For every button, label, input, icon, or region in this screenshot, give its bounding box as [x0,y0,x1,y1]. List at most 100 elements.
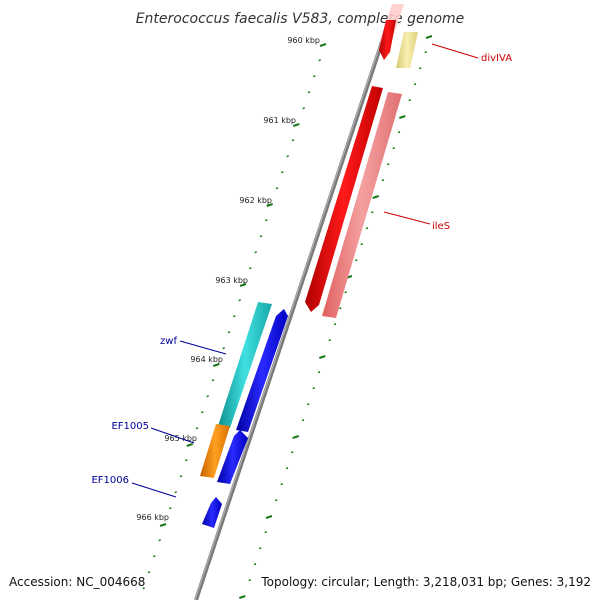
leader-divIVA [431,43,479,59]
topology-text: Topology: circular; Length: 3,218,031 bp… [260,575,591,589]
minor-tick [286,155,289,158]
gene-arrow-ileS[interactable] [305,86,383,312]
minor-tick [397,131,401,134]
minor-tick [301,419,305,422]
tick-label-962: 962 kbp [239,196,272,205]
genome-backbone [194,29,388,600]
minor-tick [275,499,278,502]
tick-labels: 960 kbp 961 kbp 962 kbp 963 kbp 964 kbp … [136,36,320,522]
minor-tick [147,571,151,574]
major-tick [398,115,406,119]
leader-EF1005 [150,427,195,444]
major-tick [212,363,220,367]
gene-arrow-EF1005[interactable] [217,430,248,484]
minor-tick [419,67,422,70]
minor-tick [259,547,262,550]
leader-ileS [383,211,431,225]
minor-tick [408,99,411,102]
minor-tick [185,459,188,462]
minor-tick [174,491,177,494]
gene-label-zwf[interactable]: zwf [160,336,177,347]
minor-tick [291,451,294,454]
minor-tick [302,107,305,110]
minor-tick [169,507,172,510]
minor-tick [264,531,267,534]
major-tick [239,283,247,287]
minor-tick [387,163,390,166]
minor-tick [285,467,289,470]
minor-tick [339,307,342,310]
minor-tick [206,395,209,398]
gene-block-yellow[interactable] [396,32,418,68]
accession-text: Accession: NC_004668 [9,575,145,589]
tick-label-964: 964 kbp [190,355,223,364]
minor-tick [371,211,374,214]
minor-tick [211,379,215,382]
minor-tick [253,563,257,566]
gene-arrow-zwf[interactable] [236,309,288,432]
gene-label-EF1006[interactable]: EF1006 [91,475,129,486]
tick-label-960: 960 kbp [287,36,320,45]
minor-tick [344,291,347,294]
minor-tick [317,371,321,374]
major-tick [186,443,194,447]
minor-tick [227,331,231,334]
gene-arrow-EF1006[interactable] [202,497,222,528]
gene-block-EF1005[interactable] [200,424,230,478]
major-tick [238,595,246,599]
leader-zwf [179,340,227,355]
minor-tick [179,475,183,478]
minor-tick [281,171,284,174]
tick-label-963: 963 kbp [215,276,248,285]
major-tick [265,515,273,519]
minor-tick [153,555,156,558]
minor-tick [265,219,268,222]
forward-strand-features [305,4,418,318]
minor-tick [318,59,321,62]
minor-tick [238,299,241,302]
gene-block-ileS-pink[interactable] [322,92,402,318]
reverse-strand-features [200,302,288,528]
minor-tick [355,259,358,262]
minor-tick [312,387,315,390]
minor-tick [328,339,331,342]
gene-block-zwf[interactable] [218,302,272,428]
gene-labels: divIVA ileS zwf EF1005 EF1006 [91,43,512,498]
minor-tick [360,243,363,246]
minor-tick [259,235,263,238]
tick-label-961: 961 kbp [263,116,296,125]
gene-label-ileS[interactable]: ileS [432,221,450,232]
minor-tick [233,315,236,318]
gene-arrow-divIVA[interactable] [379,20,396,60]
tick-tracks [142,35,433,599]
minor-tick [254,251,257,254]
minor-tick [413,83,417,86]
minor-tick [381,179,385,182]
major-tick [372,195,380,199]
major-tick [319,43,327,47]
minor-tick [291,139,295,142]
map-title: Enterococcus faecalis V583, complete gen… [136,11,465,27]
minor-tick [275,187,279,190]
leader-EF1006 [131,482,177,498]
minor-tick [222,347,225,350]
minor-tick [424,51,427,54]
gene-label-EF1005[interactable]: EF1005 [111,421,149,432]
minor-tick [333,323,337,326]
tick-label-966: 966 kbp [136,513,169,522]
minor-tick [158,539,161,542]
major-tick [425,35,433,39]
major-tick [318,355,326,359]
minor-tick [307,91,311,94]
minor-tick [248,579,251,582]
minor-tick [249,267,252,270]
major-tick [159,523,167,527]
genome-backbone-highlight [194,29,386,600]
minor-tick [201,411,204,414]
minor-tick [142,587,145,590]
gene-label-divIVA[interactable]: divIVA [481,53,512,64]
major-tick [266,203,274,207]
major-tick [292,435,300,439]
